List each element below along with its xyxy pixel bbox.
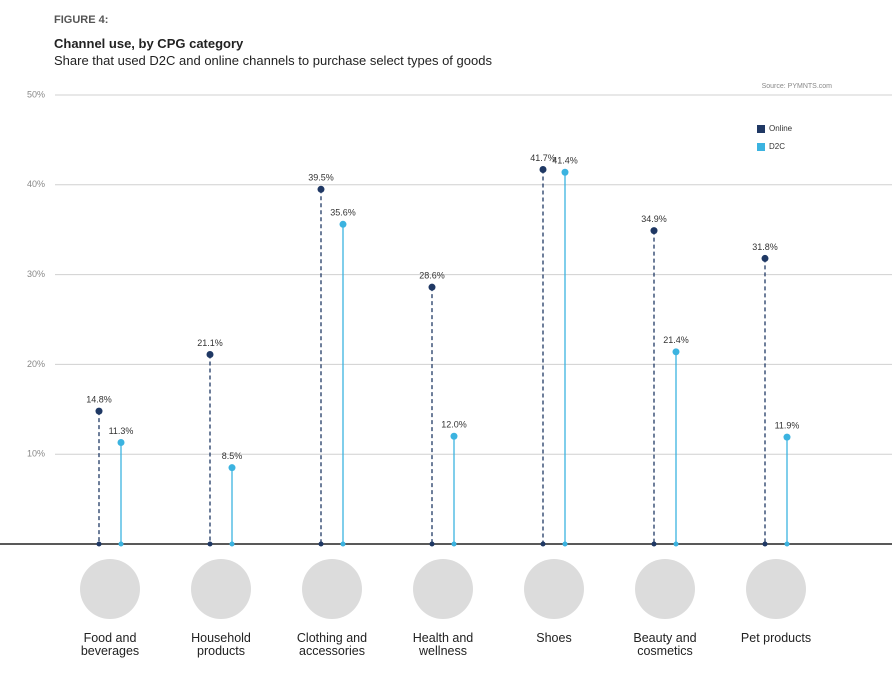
value-label: 31.8%	[752, 242, 778, 252]
base-dot	[651, 541, 657, 547]
y-tick-label: 50%	[27, 89, 45, 99]
value-label: 28.6%	[419, 271, 445, 281]
category-icon	[302, 559, 362, 619]
legend-label: Online	[769, 124, 793, 133]
base-dot	[118, 541, 124, 547]
figure-label: FIGURE 4:	[54, 14, 109, 26]
value-label: 21.4%	[663, 335, 689, 345]
category-label: Shoes	[536, 631, 572, 645]
dot	[672, 348, 680, 356]
category-label: Clothing and accessories	[296, 631, 368, 658]
chart-title: Channel use, by CPG category	[54, 36, 244, 51]
value-label: 8.5%	[222, 451, 243, 461]
category-label: Health and wellness	[412, 631, 474, 658]
value-label: 21.1%	[197, 338, 223, 348]
dot	[117, 439, 125, 447]
value-label: 35.6%	[330, 208, 356, 218]
dot	[539, 166, 547, 174]
y-tick-label: 10%	[27, 449, 45, 459]
category-label: Pet products	[740, 631, 812, 645]
dot	[317, 185, 325, 193]
base-dot	[451, 541, 457, 547]
dot	[95, 407, 103, 415]
dot	[206, 351, 214, 359]
category-icon	[80, 559, 140, 619]
dot	[450, 432, 458, 440]
base-dot	[207, 541, 213, 547]
base-dot	[784, 541, 790, 547]
value-label: 11.9%	[775, 421, 800, 431]
source: Source: PYMNTS.com	[762, 83, 833, 90]
base-dot	[562, 541, 568, 547]
legend-swatch	[757, 125, 765, 133]
base-dot	[673, 541, 679, 547]
value-label: 41.7%	[530, 153, 556, 163]
y-tick-label: 30%	[27, 269, 45, 279]
category-icon	[413, 559, 473, 619]
chart-subtitle: Share that used D2C and online channels …	[54, 53, 492, 68]
legend-label: D2C	[769, 142, 785, 151]
category-icon	[746, 559, 806, 619]
value-label: 14.8%	[86, 394, 112, 404]
base-dot	[318, 541, 324, 547]
category-label: Beauty and cosmetics	[633, 631, 697, 658]
y-tick-label: 20%	[27, 359, 45, 369]
dot	[783, 433, 791, 441]
category-icon	[635, 559, 695, 619]
dot	[339, 220, 347, 228]
category-label: Food and beverages	[80, 631, 140, 658]
dot	[228, 464, 236, 472]
value-label: 11.3%	[109, 426, 134, 436]
base-dot	[340, 541, 346, 547]
value-label: 39.5%	[308, 173, 334, 183]
base-dot	[96, 541, 102, 547]
base-dot	[762, 541, 768, 547]
dot	[650, 227, 658, 235]
category-label: Household products	[191, 631, 251, 658]
base-dot	[429, 541, 435, 547]
category-icon	[191, 559, 251, 619]
dot	[428, 283, 436, 291]
dot	[561, 168, 569, 176]
dot	[761, 254, 769, 262]
base-dot	[229, 541, 235, 547]
category-icon	[524, 559, 584, 619]
value-label: 12.0%	[441, 420, 467, 430]
y-tick-label: 40%	[27, 179, 45, 189]
value-label: 41.4%	[552, 156, 578, 166]
base-dot	[540, 541, 546, 547]
legend-swatch	[757, 143, 765, 151]
value-label: 34.9%	[641, 214, 667, 224]
